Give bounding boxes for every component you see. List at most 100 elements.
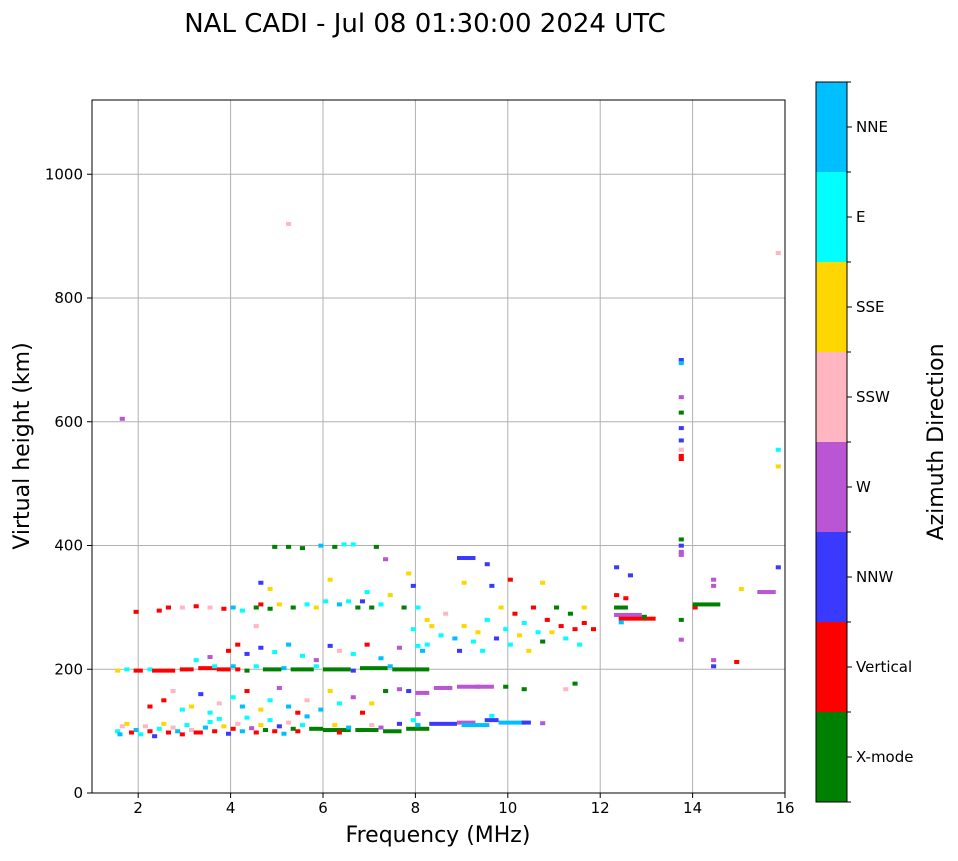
data-point [267, 718, 273, 723]
data-point [521, 720, 531, 725]
data-point [216, 667, 231, 672]
data-point [618, 620, 624, 625]
data-point [350, 695, 356, 700]
data-point [313, 664, 319, 669]
colorbar-swatch [816, 622, 847, 712]
colorbar-category-label: SSW [856, 388, 890, 406]
data-point [415, 643, 421, 648]
data-point [359, 666, 388, 671]
data-point [133, 728, 139, 733]
data-point [678, 395, 684, 400]
data-point [406, 726, 430, 731]
data-point [165, 605, 172, 610]
data-point [249, 726, 255, 731]
data-point [378, 602, 384, 607]
data-point [369, 701, 375, 706]
data-point [179, 707, 185, 712]
data-point [327, 689, 333, 694]
data-point [286, 544, 292, 549]
data-point [299, 546, 305, 551]
data-point [119, 416, 125, 421]
data-point [235, 667, 241, 672]
data-point [272, 650, 278, 655]
data-point [253, 664, 259, 669]
data-point [475, 684, 494, 689]
data-point [521, 687, 527, 692]
data-point [119, 724, 125, 729]
data-point [156, 608, 162, 613]
data-point [383, 729, 402, 734]
data-point [734, 659, 740, 664]
data-point [272, 729, 278, 734]
data-point [161, 721, 167, 726]
data-point [415, 723, 421, 728]
data-point [184, 723, 190, 728]
y-tick-label: 600 [54, 413, 83, 431]
colorbar-label: Azimuth Direction [924, 343, 949, 540]
data-point [503, 684, 509, 689]
y-tick-label: 0 [73, 784, 83, 802]
data-point [678, 537, 684, 542]
colorbar-category-label: NNE [856, 118, 888, 136]
data-point [581, 620, 587, 625]
data-point [429, 721, 457, 726]
data-point [355, 728, 379, 733]
data-point [152, 734, 158, 739]
data-point [341, 542, 347, 547]
data-point [572, 681, 578, 686]
x-tick-label: 12 [591, 799, 610, 817]
data-point [350, 542, 356, 547]
data-point [239, 704, 245, 709]
data-point [489, 583, 495, 588]
data-point [244, 651, 250, 656]
data-point [138, 732, 144, 737]
data-point [193, 730, 203, 735]
data-point [678, 358, 684, 363]
data-point [286, 221, 292, 226]
data-point [614, 565, 620, 570]
data-point [378, 656, 384, 661]
data-point [415, 711, 421, 716]
x-tick-label: 10 [498, 799, 517, 817]
data-point [461, 723, 490, 728]
data-point [198, 666, 217, 671]
data-point [221, 606, 227, 611]
data-point [373, 544, 379, 549]
data-point [290, 667, 314, 672]
data-point [692, 602, 721, 607]
data-point [207, 605, 213, 610]
data-point [678, 552, 684, 557]
data-point [498, 605, 504, 610]
data-point [262, 728, 269, 733]
data-point [336, 648, 342, 653]
data-point [193, 604, 199, 609]
data-point [239, 729, 245, 734]
y-tick-label: 800 [54, 289, 83, 307]
data-point [244, 715, 250, 720]
data-point [456, 556, 476, 561]
x-tick-label: 8 [411, 799, 421, 817]
data-point [692, 605, 698, 610]
data-point [383, 689, 389, 694]
data-point [678, 410, 684, 415]
data-point [253, 730, 259, 735]
data-point [115, 668, 121, 673]
data-point [346, 725, 352, 730]
data-point [235, 721, 241, 726]
data-point [512, 611, 518, 616]
colorbar-category-label: X-mode [856, 748, 913, 766]
data-point [281, 731, 287, 736]
data-point [267, 586, 273, 591]
data-point [147, 729, 153, 734]
data-point [179, 732, 185, 737]
data-point [179, 667, 194, 672]
data-point [207, 655, 213, 660]
data-point [165, 730, 172, 735]
data-point [290, 605, 296, 610]
data-point [678, 457, 684, 462]
data-point [711, 577, 717, 582]
data-point [207, 719, 213, 724]
data-point [258, 580, 264, 585]
data-point [618, 616, 656, 621]
